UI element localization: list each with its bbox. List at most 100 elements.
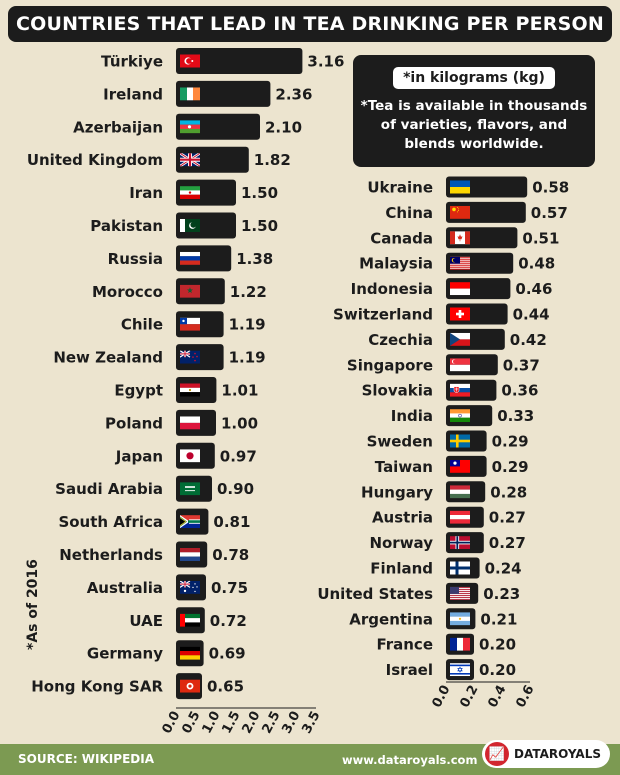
- brand-logo: 📈 DATAROYALS: [482, 740, 610, 768]
- value-label-singapore: 0.37: [503, 356, 540, 374]
- germany-flag-icon: [180, 646, 200, 660]
- japan-flag-icon: [180, 449, 200, 463]
- x-tick-label-0-6: 0.6: [513, 683, 537, 710]
- uk-flag-icon: [180, 153, 200, 167]
- category-label-china: China: [385, 204, 433, 222]
- x-tick-label-1-5: 1.5: [219, 709, 243, 736]
- category-label-netherlands: Netherlands: [59, 546, 163, 564]
- category-label-chile: Chile: [121, 316, 163, 334]
- new-zealand-flag-icon: [180, 350, 200, 364]
- category-label-taiwan: Taiwan: [375, 458, 433, 476]
- russia-flag-icon: [180, 251, 200, 265]
- ukraine-flag-icon: [450, 180, 470, 194]
- side-note: *As of 2016: [25, 559, 41, 650]
- category-label-indonesia: Indonesia: [351, 280, 433, 298]
- south-africa-flag-icon: [180, 515, 200, 528]
- chart-title: COUNTRIES THAT LEAD IN TEA DRINKING PER …: [8, 6, 612, 42]
- footer: SOURCE: WIKIPEDIA www.dataroyals.com 📈 D…: [0, 740, 620, 775]
- value-label-ireland: 2.36: [275, 85, 312, 103]
- value-label-india: 0.33: [497, 407, 534, 425]
- category-label-hong-kong-sar: Hong Kong SAR: [31, 678, 163, 696]
- chile-flag-icon: [180, 317, 200, 331]
- tea-consumption-chart: Türkiye 3.16 Ireland 2.36 Azerbaijan 2.10 Unit…: [27, 48, 569, 736]
- value-label-poland: 1.00: [221, 414, 258, 432]
- taiwan-flag-icon: [450, 459, 470, 473]
- category-label-uae: UAE: [129, 612, 163, 630]
- x-tick-label-0-5: 0.5: [179, 709, 203, 736]
- poland-flag-icon: [180, 416, 200, 430]
- slovakia-flag-icon: [450, 383, 470, 397]
- morocco-flag-icon: [180, 284, 200, 298]
- category-label-japan: Japan: [115, 447, 163, 465]
- category-label-south-africa: South Africa: [58, 513, 163, 531]
- value-label-south-africa: 0.81: [213, 513, 250, 531]
- egypt-flag-icon: [180, 383, 200, 397]
- value-label-czechia: 0.42: [510, 331, 547, 349]
- x-tick-label-3-0: 3.0: [279, 709, 303, 736]
- value-label-malaysia: 0.48: [518, 255, 555, 273]
- hong-kong-flag-icon: [180, 679, 200, 693]
- bar-russia: [176, 245, 232, 272]
- value-label-finland: 0.24: [485, 560, 522, 578]
- argentina-flag-icon: [450, 612, 470, 626]
- uae-flag-icon: [180, 613, 200, 627]
- value-label-azerbaijan: 2.10: [265, 118, 302, 136]
- chart-logo-icon: 📈: [485, 742, 509, 766]
- category-label-united-states: United States: [317, 585, 433, 603]
- value-label-iran: 1.50: [241, 184, 278, 202]
- value-label-france: 0.20: [479, 636, 516, 654]
- value-label-canada: 0.51: [522, 229, 559, 247]
- value-label-chile: 1.19: [229, 316, 266, 334]
- category-label-united-kingdom: United Kingdom: [27, 151, 163, 169]
- category-label-argentina: Argentina: [349, 610, 433, 628]
- iran-flag-icon: [180, 186, 200, 200]
- category-label-singapore: Singapore: [347, 356, 433, 374]
- singapore-flag-icon: [450, 358, 470, 372]
- website-link[interactable]: www.dataroyals.com: [342, 753, 478, 767]
- israel-flag-icon: [450, 663, 470, 677]
- note-box: *in kilograms (kg) *Tea is available in …: [353, 55, 595, 167]
- value-label-saudi-arabia: 0.90: [217, 480, 254, 498]
- category-label-czechia: Czechia: [368, 331, 433, 349]
- pakistan-flag-icon: [180, 219, 200, 232]
- austria-flag-icon: [450, 510, 470, 524]
- category-label-germany: Germany: [87, 645, 163, 663]
- value-label-slovakia: 0.36: [501, 382, 538, 400]
- value-label-egypt: 1.01: [221, 382, 258, 400]
- value-label-australia: 0.75: [211, 579, 248, 597]
- czechia-flag-icon: [450, 332, 470, 346]
- category-label-pakistan: Pakistan: [90, 217, 163, 235]
- left-bar-chart: Türkiye 3.16 Ireland 2.36 Azerbaijan 2.10 Unit…: [27, 48, 344, 736]
- switzerland-flag-icon: [450, 307, 470, 321]
- category-label-egypt: Egypt: [114, 382, 163, 400]
- value-label-new-zealand: 1.19: [229, 349, 266, 367]
- source-label: SOURCE: WIKIPEDIA: [18, 752, 154, 766]
- x-tick-label-0-2: 0.2: [457, 683, 481, 710]
- value-label-japan: 0.97: [220, 447, 257, 465]
- value-label-taiwan: 0.29: [492, 458, 529, 476]
- value-label-morocco: 1.22: [230, 283, 267, 301]
- azerbaijan-flag-icon: [180, 120, 200, 134]
- category-label-israel: Israel: [386, 661, 433, 679]
- us-flag-icon: [450, 586, 470, 600]
- australia-flag-icon: [180, 580, 200, 594]
- value-label-ukraine: 0.58: [532, 179, 569, 197]
- value-label-sweden: 0.29: [492, 433, 529, 451]
- indonesia-flag-icon: [450, 282, 470, 296]
- category-label-slovakia: Slovakia: [362, 382, 433, 400]
- value-label-argentina: 0.21: [480, 610, 517, 628]
- category-label-azerbaijan: Azerbaijan: [73, 118, 163, 136]
- category-label-new-zealand: New Zealand: [53, 349, 163, 367]
- value-label-pakistan: 1.50: [241, 217, 278, 235]
- china-flag-icon: [450, 205, 470, 219]
- category-label-switzerland: Switzerland: [333, 306, 433, 324]
- ireland-flag-icon: [180, 87, 200, 101]
- sweden-flag-icon: [450, 434, 470, 448]
- value-label-germany: 0.69: [209, 645, 246, 663]
- category-label-france: France: [376, 636, 433, 654]
- category-label-saudi-arabia: Saudi Arabia: [55, 480, 163, 498]
- category-label-norway: Norway: [369, 534, 433, 552]
- value-label-austria: 0.27: [489, 509, 526, 527]
- category-label-sweden: Sweden: [367, 433, 433, 451]
- norway-flag-icon: [450, 536, 470, 550]
